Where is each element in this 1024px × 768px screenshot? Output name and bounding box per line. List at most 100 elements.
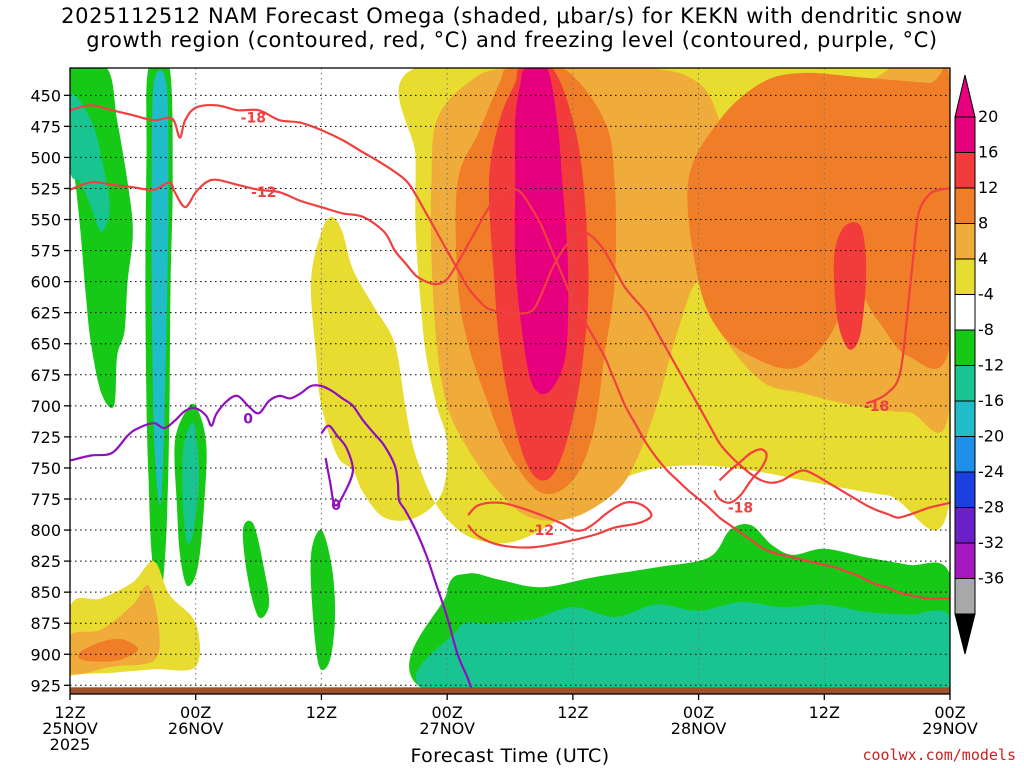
snow-contour-m12-lower bbox=[467, 501, 653, 549]
colorbar-label-16: 16 bbox=[978, 143, 998, 162]
colorbar-bin-8 bbox=[954, 400, 976, 437]
x-tick-label-12-1: 00Z bbox=[180, 703, 211, 722]
colorbar-label--28: -28 bbox=[978, 498, 1004, 517]
snow-contour-m18-lower bbox=[713, 448, 768, 504]
colorbar-top-arrow bbox=[954, 74, 976, 118]
y-tick-label-800: 800 bbox=[30, 521, 61, 540]
y-tick-label-550: 550 bbox=[30, 211, 61, 230]
y-tick-label-750: 750 bbox=[30, 459, 61, 478]
chart-title: 2025112512 NAM Forecast Omega (shaded, μ… bbox=[0, 4, 1024, 52]
colorbar-label--36: -36 bbox=[978, 569, 1004, 588]
colorbar-bin-11 bbox=[954, 507, 976, 544]
colorbar-bin-12 bbox=[954, 542, 976, 579]
snow-contour-m18-lower-label: -18 bbox=[728, 501, 753, 517]
freezing-contour-0-label: 0 bbox=[243, 411, 253, 427]
y-tick-label-575: 575 bbox=[30, 242, 61, 261]
y-tick-label-625: 625 bbox=[30, 304, 61, 323]
y-tick-label-900: 900 bbox=[30, 645, 61, 664]
x-tick-label-0-3: 2025 bbox=[50, 735, 91, 754]
freezing-contour-0-loop bbox=[320, 424, 355, 507]
colorbar-bottom-arrow bbox=[954, 613, 976, 655]
snow-contour-m12-label: -12 bbox=[251, 185, 276, 201]
source-credit: coolwx.com/models bbox=[862, 746, 1016, 764]
colorbar-bin-6 bbox=[954, 329, 976, 366]
shade-lift-orange-low bbox=[77, 638, 139, 662]
colorbar-bin-13 bbox=[954, 578, 976, 615]
y-tick-label-850: 850 bbox=[30, 583, 61, 602]
y-tick-label-450: 450 bbox=[30, 86, 61, 105]
snow-contour-m18-east bbox=[865, 187, 950, 405]
plot-frame bbox=[69, 67, 951, 695]
y-tick-label-775: 775 bbox=[30, 490, 61, 509]
shade-sink-green-blob-1 bbox=[242, 520, 270, 619]
y-axis: 450 475 500 525 550 575 600 625 650 675 700 725 750 7… bbox=[30, 86, 70, 695]
colorbar-label--24: -24 bbox=[978, 462, 1004, 481]
colorbar-bin-5 bbox=[954, 294, 976, 331]
x-tick-label-12-2: 26NOV bbox=[168, 719, 224, 738]
chart-title-line-1: 2025112512 NAM Forecast Omega (shaded, μ… bbox=[61, 4, 963, 28]
colorbar-bin-3 bbox=[954, 223, 976, 260]
colorbar-label--32: -32 bbox=[978, 533, 1004, 552]
colorbar-label--12: -12 bbox=[978, 356, 1004, 375]
colorbar-bin-1 bbox=[954, 152, 976, 189]
shade-sink-teal-low bbox=[416, 602, 950, 694]
x-tick-label-60-1: 00Z bbox=[683, 703, 714, 722]
temperature-contours: -18 -12 -18 -12 -18 0 0 bbox=[70, 104, 950, 694]
x-axis-label: Forecast Time (UTC) bbox=[410, 745, 610, 767]
colorbar-bin-9 bbox=[954, 436, 976, 473]
x-tick-label-84-1: 00Z bbox=[934, 703, 965, 722]
snow-contour-m18-upper-label: -18 bbox=[241, 111, 266, 127]
x-tick-label-36-1: 00Z bbox=[431, 703, 462, 722]
shade-lift-orange-east bbox=[687, 68, 950, 369]
ground-fill bbox=[70, 687, 950, 694]
colorbar-bin-2 bbox=[954, 187, 976, 224]
colorbar-label-12: 12 bbox=[978, 178, 998, 197]
shade-sink-teal-2 bbox=[182, 422, 199, 544]
colorbar-label--4: -4 bbox=[978, 285, 994, 304]
x-tick-label-0-2: 25NOV bbox=[42, 719, 98, 738]
y-tick-label-675: 675 bbox=[30, 366, 61, 385]
snow-contour-m18-east-label: -18 bbox=[864, 399, 889, 415]
y-tick-label-700: 700 bbox=[30, 397, 61, 416]
colorbar-label--20: -20 bbox=[978, 427, 1004, 446]
y-tick-label-650: 650 bbox=[30, 335, 61, 354]
freezing-contour-0-loop-label: 0 bbox=[331, 498, 341, 514]
shade-sink-green-blob-2 bbox=[310, 529, 336, 671]
y-tick-label-875: 875 bbox=[30, 614, 61, 633]
y-tick-label-825: 825 bbox=[30, 552, 61, 571]
y-tick-label-725: 725 bbox=[30, 428, 61, 447]
colorbar-bin-7 bbox=[954, 365, 976, 402]
x-tick-label-60-2: 28NOV bbox=[671, 719, 727, 738]
shade-sink-teal-west bbox=[70, 93, 110, 232]
colorbar: 20 16 12 8 4 -4 -8 -12 -16 -20 -24 -28 -32 -36 bbox=[954, 74, 1004, 655]
colorbar-bin-0 bbox=[954, 116, 976, 153]
colorbar-label-4: 4 bbox=[978, 249, 988, 268]
x-tick-label-48-1: 12Z bbox=[557, 703, 588, 722]
snow-contour-m12 bbox=[70, 178, 950, 600]
x-tick-label-0-1: 12Z bbox=[54, 703, 85, 722]
colorbar-bin-4 bbox=[954, 258, 976, 295]
omega-shading bbox=[70, 68, 950, 694]
freezing-contour-0 bbox=[70, 384, 475, 694]
x-tick-label-36-2: 27NOV bbox=[419, 719, 475, 738]
shade-sink-teal-col bbox=[151, 70, 169, 506]
colorbar-bin-10 bbox=[954, 471, 976, 508]
snow-contour-m12-lower-label: -12 bbox=[529, 523, 554, 539]
y-tick-label-475: 475 bbox=[30, 117, 61, 136]
x-tick-label-84-2: 29NOV bbox=[922, 719, 978, 738]
colorbar-label--8: -8 bbox=[978, 320, 994, 339]
y-tick-label-525: 525 bbox=[30, 179, 61, 198]
shade-lift-red-east bbox=[833, 222, 867, 350]
x-tick-label-72-1: 12Z bbox=[809, 703, 840, 722]
y-tick-label-500: 500 bbox=[30, 148, 61, 167]
ground-band bbox=[70, 687, 950, 694]
x-tick-label-24-1: 12Z bbox=[306, 703, 337, 722]
chart-title-line-2: growth region (contoured, red, °C) and f… bbox=[86, 28, 938, 52]
snow-contour-m18-upper bbox=[70, 104, 950, 519]
y-tick-label-600: 600 bbox=[30, 273, 61, 292]
colorbar-label--16: -16 bbox=[978, 391, 1004, 410]
y-tick-label-925: 925 bbox=[30, 676, 61, 695]
colorbar-label-8: 8 bbox=[978, 214, 988, 233]
